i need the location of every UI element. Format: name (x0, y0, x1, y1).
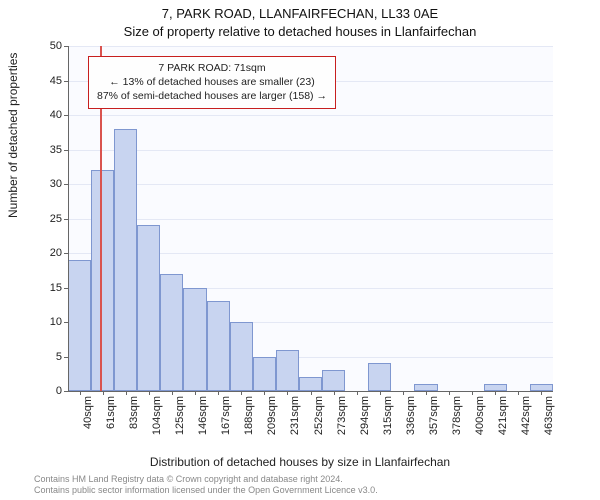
x-tick-mark (241, 391, 242, 395)
y-tick-label: 35 (28, 143, 62, 157)
x-tick-label: 252sqm (313, 396, 325, 456)
y-tick-label: 15 (28, 281, 62, 295)
x-tick-label: 167sqm (220, 396, 232, 456)
histogram-bar (91, 170, 114, 391)
histogram-bar (253, 357, 276, 392)
x-tick-label: 400sqm (474, 396, 486, 456)
y-tick-label: 25 (28, 212, 62, 226)
x-tick-mark (172, 391, 173, 395)
x-tick-mark (472, 391, 473, 395)
x-tick-label: 188sqm (243, 396, 255, 456)
annotation-line3: 87% of semi-detached houses are larger (… (97, 89, 327, 103)
x-tick-mark (449, 391, 450, 395)
histogram-bar (114, 129, 137, 391)
histogram-bar (276, 350, 299, 391)
histogram-bar (68, 260, 91, 391)
y-tick-mark (64, 184, 68, 185)
x-tick-label: 231sqm (289, 396, 301, 456)
y-tick-mark (64, 357, 68, 358)
chart-title-line2: Size of property relative to detached ho… (0, 24, 600, 39)
x-tick-mark (403, 391, 404, 395)
x-tick-label: 273sqm (336, 396, 348, 456)
chart-title-line1: 7, PARK ROAD, LLANFAIRFECHAN, LL33 0AE (0, 6, 600, 21)
x-tick-label: 83sqm (128, 396, 140, 456)
x-tick-mark (380, 391, 381, 395)
gridline (68, 150, 553, 151)
y-tick-mark (64, 288, 68, 289)
y-tick-mark (64, 219, 68, 220)
footer-line2: Contains public sector information licen… (34, 485, 378, 496)
x-tick-mark (126, 391, 127, 395)
histogram-bar (299, 377, 322, 391)
annotation-box: 7 PARK ROAD: 71sqm ← 13% of detached hou… (88, 56, 336, 109)
x-tick-mark (495, 391, 496, 395)
gridline (68, 184, 553, 185)
y-tick-label: 30 (28, 177, 62, 191)
histogram-bar (322, 370, 345, 391)
x-tick-label: 146sqm (197, 396, 209, 456)
histogram-bar (484, 384, 507, 391)
y-tick-mark (64, 253, 68, 254)
x-tick-label: 378sqm (451, 396, 463, 456)
x-tick-label: 442sqm (520, 396, 532, 456)
x-tick-mark (311, 391, 312, 395)
y-tick-mark (64, 150, 68, 151)
annotation-line1: 7 PARK ROAD: 71sqm (97, 61, 327, 75)
x-tick-label: 421sqm (497, 396, 509, 456)
gridline (68, 46, 553, 47)
x-tick-mark (103, 391, 104, 395)
x-tick-label: 61sqm (105, 396, 117, 456)
x-tick-mark (195, 391, 196, 395)
x-tick-label: 209sqm (266, 396, 278, 456)
footer-line1: Contains HM Land Registry data © Crown c… (34, 474, 378, 485)
x-tick-mark (518, 391, 519, 395)
y-tick-label: 0 (28, 384, 62, 398)
x-tick-label: 336sqm (405, 396, 417, 456)
x-tick-mark (80, 391, 81, 395)
y-tick-label: 10 (28, 315, 62, 329)
x-tick-mark (357, 391, 358, 395)
histogram-bar (414, 384, 437, 391)
x-axis-label: Distribution of detached houses by size … (0, 455, 600, 469)
y-tick-mark (64, 322, 68, 323)
y-tick-mark (64, 81, 68, 82)
x-tick-label: 315sqm (382, 396, 394, 456)
y-tick-label: 5 (28, 350, 62, 364)
x-tick-mark (541, 391, 542, 395)
x-tick-mark (287, 391, 288, 395)
histogram-bar (368, 363, 391, 391)
x-tick-mark (264, 391, 265, 395)
histogram-bar (230, 322, 253, 391)
histogram-bar (137, 225, 160, 391)
y-axis-label: Number of detached properties (6, 53, 20, 218)
footer-attribution: Contains HM Land Registry data © Crown c… (34, 474, 378, 497)
x-tick-label: 463sqm (543, 396, 555, 456)
gridline (68, 115, 553, 116)
y-axis-line (68, 46, 69, 391)
gridline (68, 219, 553, 220)
x-tick-label: 125sqm (174, 396, 186, 456)
y-tick-label: 50 (28, 39, 62, 53)
y-tick-label: 20 (28, 246, 62, 260)
x-tick-label: 357sqm (428, 396, 440, 456)
x-tick-label: 294sqm (359, 396, 371, 456)
histogram-bar (530, 384, 553, 391)
x-tick-mark (149, 391, 150, 395)
chart-container: { "chart": { "type": "histogram", "title… (0, 0, 600, 500)
histogram-bar (207, 301, 230, 391)
y-tick-label: 40 (28, 108, 62, 122)
x-tick-mark (334, 391, 335, 395)
y-tick-mark (64, 46, 68, 47)
x-ticks: 40sqm 61sqm 83sqm 104sqm 125sqm 146sqm 167sqm 1… (68, 396, 553, 456)
histogram-bar (160, 274, 183, 391)
y-tick-mark (64, 115, 68, 116)
x-tick-mark (426, 391, 427, 395)
x-tick-mark (218, 391, 219, 395)
histogram-bar (183, 288, 206, 392)
x-tick-label: 40sqm (82, 396, 94, 456)
annotation-line2: ← 13% of detached houses are smaller (23… (97, 75, 327, 89)
y-tick-mark (64, 391, 68, 392)
y-tick-label: 45 (28, 74, 62, 88)
x-tick-label: 104sqm (151, 396, 163, 456)
